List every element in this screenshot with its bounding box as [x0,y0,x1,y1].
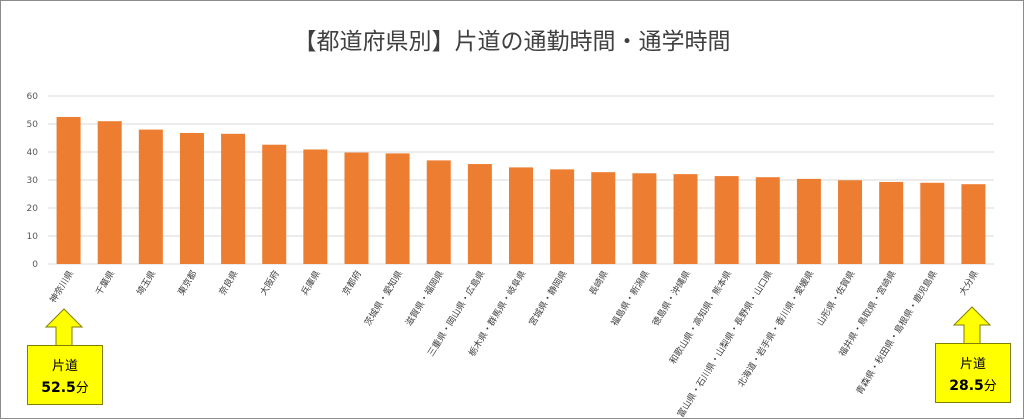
callout-left-unit: 分 [75,381,89,396]
up-arrow-right-icon [952,306,992,345]
callout-right-unit: 分 [983,379,997,394]
x-tick-label: 茨城県・愛知県 [362,268,406,328]
bar [961,184,986,264]
bar [632,173,657,264]
bar [509,167,533,264]
bar [920,182,945,264]
x-tick-label: 大分県 [956,268,980,297]
y-tick-label: 30 [27,176,39,186]
chart-title: 【都道府県別】片道の通勤時間・通学時間 [293,29,731,55]
y-tick-label: 10 [27,232,39,242]
callout-right-label: 片道 [959,357,986,372]
y-tick-label: 0 [32,260,38,270]
bar [179,132,204,264]
bar [385,153,410,264]
x-tick-label: 長崎県 [586,268,610,297]
bar [138,129,163,264]
x-axis: 神奈川県 千葉県 埼玉県 東京都 奈良県 大阪府 兵庫県 京都府 茨城県・愛知県 滋賀県・福岡県三… [47,268,981,419]
callout-left: 片道 52.5分 [27,345,103,405]
bar [467,164,492,264]
callout-right-value-line: 28.5分 [936,375,1010,394]
x-tick-label: 京都府 [340,268,364,297]
bars [56,117,986,264]
x-tick-label: 山形県・佐賀県 [814,268,858,328]
bar [262,144,287,264]
callout-left-value-line: 52.5分 [28,377,102,396]
bar [97,121,122,264]
x-tick-label: 滋賀県・福岡県 [403,268,447,328]
bar [796,178,821,264]
bar [673,174,698,264]
x-tick-label: 大阪府 [257,268,281,297]
callout-left-label: 片道 [51,359,78,374]
y-axis: 0 10 20 30 40 50 60 [27,92,39,270]
x-tick-label: 神奈川県 [47,268,76,305]
x-tick-label: 埼玉県 [134,268,158,297]
y-tick-label: 50 [27,120,39,130]
x-tick-label: 兵庫県 [298,268,322,297]
x-tick-label: 宮城県・静岡県 [526,268,570,328]
x-tick-label: 東京都 [175,268,199,297]
bar [838,180,863,264]
bar [56,117,81,264]
callout-right-value: 28.5 [949,378,984,394]
bar [591,172,616,264]
x-tick-label: 青森県・秋田県・島根県・鹿児島県 [853,268,939,396]
bar [344,152,369,264]
x-tick-label: 北海道・岩手県・香川県・愛媛県 [735,268,817,389]
x-tick-label: 徳島県・沖縄県 [649,268,693,328]
bar [755,177,780,264]
x-tick-label: 奈良県 [216,268,240,297]
bar [303,149,328,264]
y-tick-label: 40 [27,148,39,158]
bar [714,176,739,264]
x-tick-label: 千葉県 [93,268,117,297]
bar [426,160,451,264]
y-tick-label: 20 [27,204,39,214]
bar [879,181,904,264]
bar [221,133,246,264]
callout-left-value: 52.5 [41,380,76,396]
x-tick-label: 福島県・新潟県 [608,268,652,328]
bar [550,169,575,264]
callout-arrows [44,306,992,347]
y-tick-label: 60 [27,92,39,102]
callout-right: 片道 28.5分 [935,343,1011,403]
up-arrow-left-icon [44,308,84,347]
